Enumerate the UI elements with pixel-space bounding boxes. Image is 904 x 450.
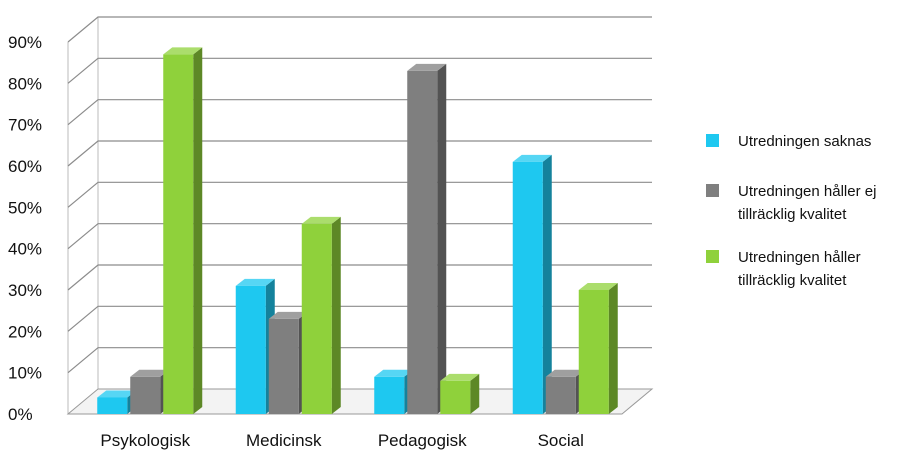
y-tick-label: 20% bbox=[8, 322, 42, 341]
legend-label-saknas: Utredningen saknas bbox=[738, 133, 872, 150]
bar-side-face bbox=[608, 283, 618, 414]
bar-side-face bbox=[437, 63, 447, 414]
gridline bbox=[67, 57, 652, 84]
bar-top-face bbox=[512, 154, 552, 162]
gridline bbox=[67, 305, 652, 332]
x-category-label: Medicinsk bbox=[246, 431, 322, 450]
gridline bbox=[67, 181, 652, 208]
y-tick-label: 50% bbox=[8, 198, 42, 217]
bar-top-face bbox=[374, 369, 414, 377]
legend-item-saknas: Utredningen saknas bbox=[706, 130, 902, 153]
bar bbox=[440, 373, 480, 414]
bar bbox=[374, 369, 414, 414]
gridline bbox=[67, 140, 652, 167]
bar bbox=[407, 63, 447, 414]
legend-item-ej-tillracklig: Utredningen håller ej tillräcklig kvalit… bbox=[706, 180, 902, 226]
bar bbox=[268, 311, 308, 414]
bar-front-face bbox=[268, 318, 299, 414]
legend: Utredningen saknas Utredningen håller ej… bbox=[706, 130, 902, 319]
y-axis-tick-labels: 0% 10% 20% 30% 40% 50% 60% 70% 80% 90% bbox=[8, 33, 42, 424]
bar-top-face bbox=[407, 63, 447, 71]
bar-front-face bbox=[578, 290, 609, 414]
bar-side-face bbox=[193, 47, 203, 415]
bar-series-group bbox=[97, 47, 618, 415]
legend-swatch-tillracklig bbox=[706, 250, 719, 263]
bar-top-face bbox=[97, 390, 137, 398]
y-tick-label: 0% bbox=[8, 405, 33, 424]
bar-top-face bbox=[130, 369, 170, 377]
bar-top-face bbox=[235, 278, 275, 286]
y-tick-label: 90% bbox=[8, 33, 42, 52]
bar bbox=[301, 216, 341, 414]
bar-side-face bbox=[542, 154, 552, 414]
bar-front-face bbox=[374, 376, 405, 414]
x-category-label: Pedagogisk bbox=[378, 431, 467, 450]
y-tick-label: 70% bbox=[8, 116, 42, 135]
bar-front-face bbox=[97, 397, 128, 414]
gridline bbox=[67, 223, 652, 250]
legend-item-tillracklig: Utredningen håller tillräcklig kvalitet bbox=[706, 246, 902, 292]
bar-front-face bbox=[130, 376, 161, 414]
gridline bbox=[67, 347, 652, 374]
x-category-label: Social bbox=[538, 431, 584, 450]
chart-floor bbox=[66, 388, 654, 415]
legend-swatch-ej-tillracklig bbox=[706, 184, 719, 197]
chart-walls bbox=[66, 17, 654, 415]
gridline bbox=[67, 16, 652, 43]
bar-top-face bbox=[268, 311, 308, 319]
bar bbox=[130, 369, 170, 414]
gridlines bbox=[67, 16, 652, 374]
y-tick-label: 40% bbox=[8, 240, 42, 259]
bar-side-face bbox=[470, 373, 480, 414]
legend-swatch-saknas bbox=[706, 134, 719, 147]
bar-front-face bbox=[440, 380, 471, 414]
y-tick-label: 80% bbox=[8, 74, 42, 93]
x-category-label: Psykologisk bbox=[100, 431, 190, 450]
gridline bbox=[67, 99, 652, 126]
bar-front-face bbox=[545, 376, 576, 414]
y-tick-label: 30% bbox=[8, 281, 42, 300]
bar-front-face bbox=[235, 285, 266, 414]
y-tick-label: 60% bbox=[8, 157, 42, 176]
bar bbox=[512, 154, 552, 414]
bar-side-face bbox=[331, 216, 341, 414]
bar-top-face bbox=[578, 283, 618, 290]
bar-top-face bbox=[163, 47, 203, 55]
bar bbox=[545, 369, 585, 414]
bar bbox=[163, 47, 203, 415]
legend-label-tillracklig: Utredningen håller tillräcklig kvalitet bbox=[738, 249, 861, 289]
bar-front-face bbox=[512, 161, 543, 414]
bar bbox=[578, 283, 618, 414]
y-tick-label: 10% bbox=[8, 364, 42, 383]
bar-top-face bbox=[440, 373, 480, 381]
bar-front-face bbox=[407, 70, 438, 414]
bar-top-face bbox=[301, 216, 341, 224]
x-axis-category-labels: Psykologisk Medicinsk Pedagogisk Social bbox=[100, 431, 584, 450]
legend-label-ej-tillracklig: Utredningen håller ej tillräcklig kvalit… bbox=[738, 183, 877, 223]
bar-front-face bbox=[301, 223, 332, 414]
bar-top-face bbox=[545, 369, 585, 377]
gridline bbox=[67, 264, 652, 291]
bar-front-face bbox=[163, 54, 194, 415]
